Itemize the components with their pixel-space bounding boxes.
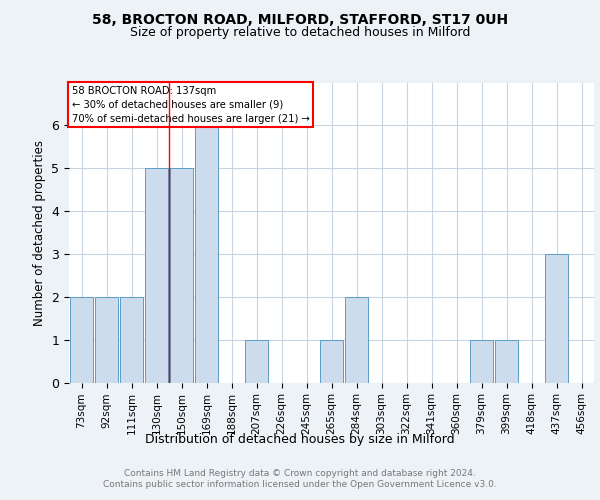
Text: 58, BROCTON ROAD, MILFORD, STAFFORD, ST17 0UH: 58, BROCTON ROAD, MILFORD, STAFFORD, ST1…	[92, 12, 508, 26]
Text: Contains HM Land Registry data © Crown copyright and database right 2024.: Contains HM Land Registry data © Crown c…	[124, 469, 476, 478]
Text: Distribution of detached houses by size in Milford: Distribution of detached houses by size …	[145, 432, 455, 446]
Bar	[95, 297, 118, 382]
Bar	[320, 340, 343, 382]
Y-axis label: Number of detached properties: Number of detached properties	[33, 140, 46, 326]
Bar	[245, 340, 268, 382]
Bar	[70, 297, 93, 382]
Text: Size of property relative to detached houses in Milford: Size of property relative to detached ho…	[130, 26, 470, 39]
Bar	[195, 126, 218, 382]
Text: Contains public sector information licensed under the Open Government Licence v3: Contains public sector information licen…	[103, 480, 497, 489]
Bar	[170, 168, 193, 382]
Bar	[495, 340, 518, 382]
Bar	[120, 297, 143, 382]
Bar	[145, 168, 168, 382]
Bar	[470, 340, 493, 382]
Bar	[345, 297, 368, 382]
Bar	[545, 254, 568, 382]
Text: 58 BROCTON ROAD: 137sqm
← 30% of detached houses are smaller (9)
70% of semi-det: 58 BROCTON ROAD: 137sqm ← 30% of detache…	[71, 86, 310, 124]
